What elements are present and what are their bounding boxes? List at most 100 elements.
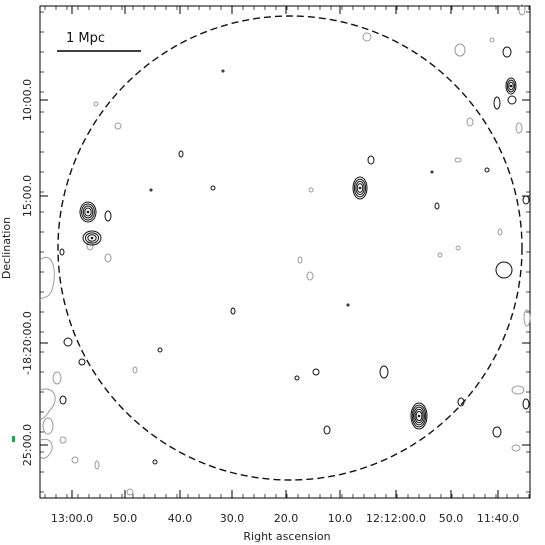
noise-contour <box>379 365 389 379</box>
noise-contour <box>489 37 495 43</box>
x-tick-label: 20.0 <box>274 512 299 525</box>
noise-contour <box>294 375 300 381</box>
source-upper-right <box>508 81 514 91</box>
noise-contour <box>507 95 517 105</box>
noise-contour <box>78 358 86 366</box>
noise-contour <box>39 438 53 459</box>
noise-contour <box>52 371 62 385</box>
noise-contour <box>39 388 56 420</box>
x-tick-label: 13:00.0 <box>51 512 93 525</box>
noise-contour <box>71 456 79 464</box>
x-axis-title: Right ascension <box>243 530 330 543</box>
noise-contour <box>152 459 158 465</box>
noise-contour <box>221 69 225 73</box>
source-left-lower <box>84 232 100 244</box>
y-tick-label: -18:20:00.0 <box>21 311 34 375</box>
noise-contour <box>42 417 54 435</box>
source-upper-right <box>506 79 516 93</box>
noise-contour <box>497 228 503 236</box>
noise-contour <box>434 202 440 210</box>
source-lower-right <box>410 402 428 430</box>
noise-contour <box>511 385 525 395</box>
noise-contour <box>114 122 122 130</box>
noise-contour <box>104 210 112 222</box>
source-left-upper <box>81 203 95 221</box>
source-left-upper <box>82 205 94 219</box>
source-upper-right <box>505 77 517 95</box>
y-axis-title: Declination <box>0 217 13 279</box>
noise-contour <box>362 32 372 42</box>
source-left-upper-peak <box>86 210 90 214</box>
source-left-upper <box>79 201 97 223</box>
x-tick-labels: 13:00.0 50.0 40.0 30.0 20.0 10.0 12:12:0… <box>51 512 519 525</box>
noise-contour <box>126 488 134 496</box>
noise-contour <box>178 150 184 158</box>
y-tick-label: 15:00.0 <box>21 175 34 217</box>
noise-contour <box>523 309 531 327</box>
noise-contour <box>230 307 236 315</box>
scale-bar-label: 1 Mpc <box>66 31 105 46</box>
noise-contour <box>86 241 94 251</box>
source-center <box>353 178 367 198</box>
noise-contour <box>132 366 138 374</box>
noise-contour <box>63 337 73 347</box>
x-tick-label: 10.0 <box>328 512 353 525</box>
y-tick-label: 25:00.0 <box>21 424 34 466</box>
x-tick-label: 40.0 <box>168 512 193 525</box>
noise-contour <box>306 271 314 281</box>
noise-contour <box>312 368 320 376</box>
x-tick-label: 50.0 <box>439 512 464 525</box>
noise-contour <box>323 425 331 435</box>
source-left-lower <box>87 234 97 242</box>
source-center <box>356 183 364 193</box>
noise-contour <box>511 444 521 452</box>
noise-contour <box>59 248 65 256</box>
noise-contour <box>346 303 350 307</box>
noise-contour <box>518 4 526 16</box>
dashed-circle <box>57 15 523 481</box>
noise-contour <box>495 261 513 279</box>
source-upper-right-peak <box>509 84 513 88</box>
noise-contour <box>455 245 461 251</box>
axis-ticks <box>40 6 530 498</box>
noise-contour <box>367 155 375 165</box>
scale-bar: 1 Mpc <box>57 31 141 52</box>
noise-contour <box>93 101 99 107</box>
noise-contour <box>492 426 502 438</box>
source-contours <box>79 77 517 430</box>
source-center <box>355 180 365 196</box>
noise-contour <box>210 185 216 191</box>
y-tick-labels: 10:00.0 15:00.0 -18:20:00.0 25:00.0 <box>21 79 34 466</box>
noise-contour <box>515 122 523 134</box>
source-center-peak <box>358 186 362 190</box>
source-lower-right <box>413 406 425 426</box>
source-left-upper <box>84 207 92 217</box>
noise-contour <box>157 347 163 353</box>
noise-contour <box>308 187 314 193</box>
x-tick-label: 12:12:00.0 <box>366 512 426 525</box>
noise-contour <box>522 195 530 205</box>
noise-contour <box>149 188 153 192</box>
source-left-lower <box>82 230 102 246</box>
source-lower-right <box>414 408 424 424</box>
noise-contour <box>59 436 67 444</box>
noise-contour <box>493 96 501 110</box>
noise-contour <box>430 170 434 174</box>
noise-contour <box>39 257 55 301</box>
noise-contour <box>437 252 443 258</box>
x-tick-label: 30.0 <box>220 512 245 525</box>
source-center <box>352 176 368 200</box>
noise-contour <box>297 256 303 264</box>
source-left-lower-peak <box>90 236 94 240</box>
noise-contour <box>454 157 462 163</box>
source-lower-right-peak <box>417 414 421 418</box>
noise-contour <box>59 395 67 405</box>
x-tick-label: 50.0 <box>113 512 138 525</box>
noise-contour <box>104 253 112 263</box>
plot-frame <box>39 5 531 499</box>
x-tick-label: 11:40.0 <box>477 512 519 525</box>
noise-contour <box>484 167 490 173</box>
noise-contour <box>94 460 100 470</box>
noise-contour <box>522 398 530 410</box>
noise-contours <box>39 4 531 496</box>
